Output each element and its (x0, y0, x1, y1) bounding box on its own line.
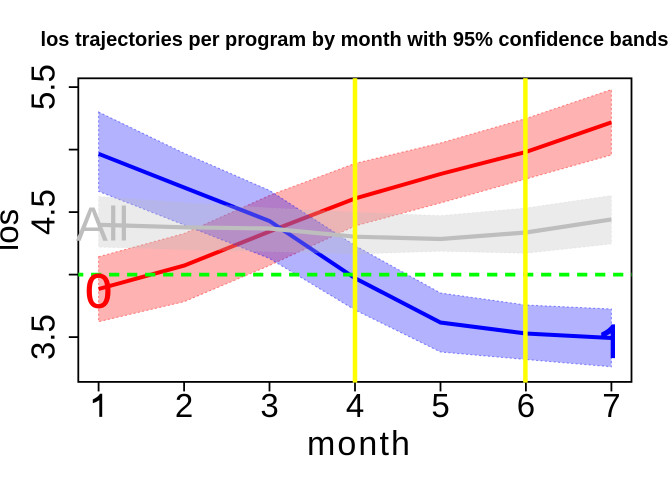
svg-text:5.5: 5.5 (25, 64, 62, 110)
svg-text:All: All (76, 199, 129, 252)
svg-text:3.5: 3.5 (25, 314, 62, 360)
svg-text:4: 4 (346, 387, 364, 424)
svg-text:los: los (0, 209, 25, 251)
svg-text:4.5: 4.5 (25, 189, 62, 235)
svg-text:6: 6 (517, 387, 535, 424)
svg-text:5: 5 (431, 387, 449, 424)
svg-text:month: month (307, 425, 412, 463)
svg-text:3: 3 (260, 387, 278, 424)
svg-text:0: 0 (85, 266, 112, 319)
svg-text:los trajectories per program b: los trajectories per program by month wi… (41, 29, 669, 51)
svg-text:7: 7 (602, 387, 620, 424)
svg-text:2: 2 (175, 387, 193, 424)
